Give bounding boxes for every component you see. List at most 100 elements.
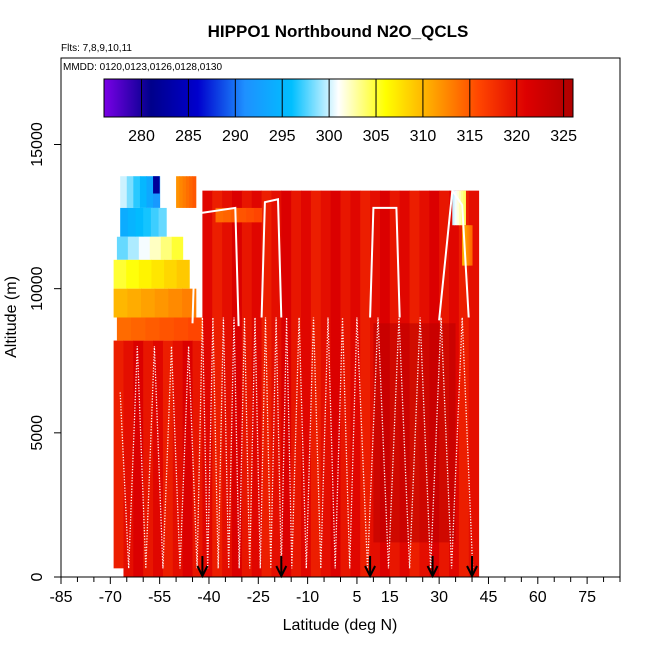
colorbar-bar xyxy=(103,78,574,118)
x-tick-label: -85 xyxy=(49,589,72,606)
heatmap-cell xyxy=(158,207,167,237)
heatmap-cell xyxy=(164,259,178,289)
colorbar-ticks: 280 285 290 295 300 305 310 315 320 325 xyxy=(128,79,577,145)
colorbar-tick-label: 280 xyxy=(128,128,155,145)
colorbar-tick-label: 285 xyxy=(175,128,202,145)
heatmap-cell xyxy=(373,323,456,543)
x-tick-label: 30 xyxy=(430,589,448,606)
chart-title-group: HIPPO1 Northbound N2O_QCLS Flts: 7,8,9,1… xyxy=(61,22,468,54)
y-tick-label: 10000 xyxy=(29,266,46,311)
heatmap-cell xyxy=(154,288,169,318)
heatmap-cell xyxy=(120,176,128,208)
heatmap-cell xyxy=(222,190,233,577)
x-tick-label: -10 xyxy=(296,589,319,606)
heatmap-cell xyxy=(123,340,134,577)
heatmap-cell xyxy=(172,340,184,577)
flight-arrow-head xyxy=(275,565,288,579)
colorbar-tick-label: 305 xyxy=(363,128,390,145)
heatmap-cell xyxy=(458,190,470,577)
x-tick-label: 45 xyxy=(480,589,498,606)
dates-note: MMDD: 0120,0123,0126,0128,0130 xyxy=(63,62,222,73)
colorbar-tick-label: 310 xyxy=(410,128,437,145)
heatmap-cell xyxy=(171,236,184,260)
heatmap-cell xyxy=(113,340,124,569)
plot-area xyxy=(113,176,480,577)
flight-arrow-head xyxy=(364,565,376,579)
heatmap-cell xyxy=(146,176,154,208)
heatmap-cell xyxy=(131,317,146,341)
heatmap-cell xyxy=(141,288,156,318)
heatmap-cell xyxy=(173,317,189,341)
heatmap-cell xyxy=(150,207,160,237)
heatmap-cell xyxy=(113,288,128,318)
x-tick-label: 15 xyxy=(381,589,399,606)
x-axis: -85 -70 -55 -40 -25 -10 5 15 30 45 60 75 xyxy=(49,577,621,606)
flight-arrows xyxy=(196,556,478,579)
heatmap-cell xyxy=(159,317,175,341)
heatmap-cell xyxy=(340,190,351,577)
x-tick-label: 60 xyxy=(529,589,547,606)
heatmap-cell xyxy=(126,259,140,289)
heatmap-cell xyxy=(202,190,213,577)
heatmap-cell xyxy=(261,190,272,577)
heatmap-cells xyxy=(113,176,480,577)
heatmap-cell xyxy=(223,207,232,223)
heatmap-cell xyxy=(456,190,460,226)
heatmap-cell xyxy=(231,190,243,577)
heatmap-cell xyxy=(127,288,142,318)
flight-track-high-leg xyxy=(191,206,240,327)
heatmap-cell xyxy=(133,176,141,208)
flight-track-high-leg xyxy=(260,198,283,318)
heatmap-cell xyxy=(133,340,144,577)
heatmap-cell xyxy=(212,190,223,577)
colorbar-tick-label: 295 xyxy=(269,128,296,145)
chart-title: HIPPO1 Northbound N2O_QCLS xyxy=(208,22,469,41)
heatmap-cell xyxy=(192,340,203,577)
heatmap-cell xyxy=(253,207,263,223)
heatmap-cell xyxy=(113,259,127,289)
heatmap-cell xyxy=(127,207,137,237)
heatmap-cell xyxy=(138,236,151,260)
flight-arrow-head xyxy=(426,565,439,579)
heatmap-cell xyxy=(330,190,341,577)
y-tick-label: 15000 xyxy=(29,122,46,167)
colorbar-tick-label: 315 xyxy=(456,128,483,145)
colorbar: 280 285 290 295 300 305 310 315 320 325 xyxy=(103,78,577,145)
heatmap-cell xyxy=(185,176,190,208)
x-tick-label: -55 xyxy=(148,589,171,606)
heatmap-cell xyxy=(143,207,152,237)
flight-arrow-head xyxy=(196,565,209,579)
heatmap-cell xyxy=(160,236,173,260)
heatmap-cell xyxy=(120,207,129,237)
x-axis-label: Latitude (deg N) xyxy=(283,617,398,634)
x-tick-label: -70 xyxy=(99,589,122,606)
colorbar-tick-label: 325 xyxy=(550,128,577,145)
flight-arrow-head xyxy=(466,565,478,579)
heatmap-cell xyxy=(138,259,152,289)
y-axis: 0 5000 10000 15000 xyxy=(29,122,61,581)
colorbar-tick-label: 290 xyxy=(222,128,249,145)
heatmap-cell xyxy=(467,225,470,266)
heatmap-cell xyxy=(470,225,473,266)
heatmap-cell xyxy=(462,225,465,266)
heatmap-cell xyxy=(320,190,332,577)
heatmap-cell xyxy=(139,176,147,208)
flight-track-high-leg xyxy=(369,206,401,318)
colorbar-tick-label: 300 xyxy=(316,128,343,145)
heatmap-cell xyxy=(301,190,312,577)
heatmap-cell xyxy=(162,340,174,577)
flight-tracks xyxy=(119,187,474,569)
heatmap-cell xyxy=(176,259,190,289)
heatmap-cell xyxy=(168,288,183,318)
heatmap-cell xyxy=(153,176,160,194)
heatmap-cell xyxy=(271,190,282,577)
heatmap-cell xyxy=(458,190,462,226)
heatmap-cell xyxy=(188,317,203,341)
heatmap-cell xyxy=(251,190,263,577)
heatmap-cell xyxy=(246,207,255,223)
heatmap-cell xyxy=(116,317,132,341)
heatmap-cell xyxy=(189,176,194,208)
heatmap-cell xyxy=(176,176,180,208)
heatmap-cell xyxy=(463,190,466,226)
